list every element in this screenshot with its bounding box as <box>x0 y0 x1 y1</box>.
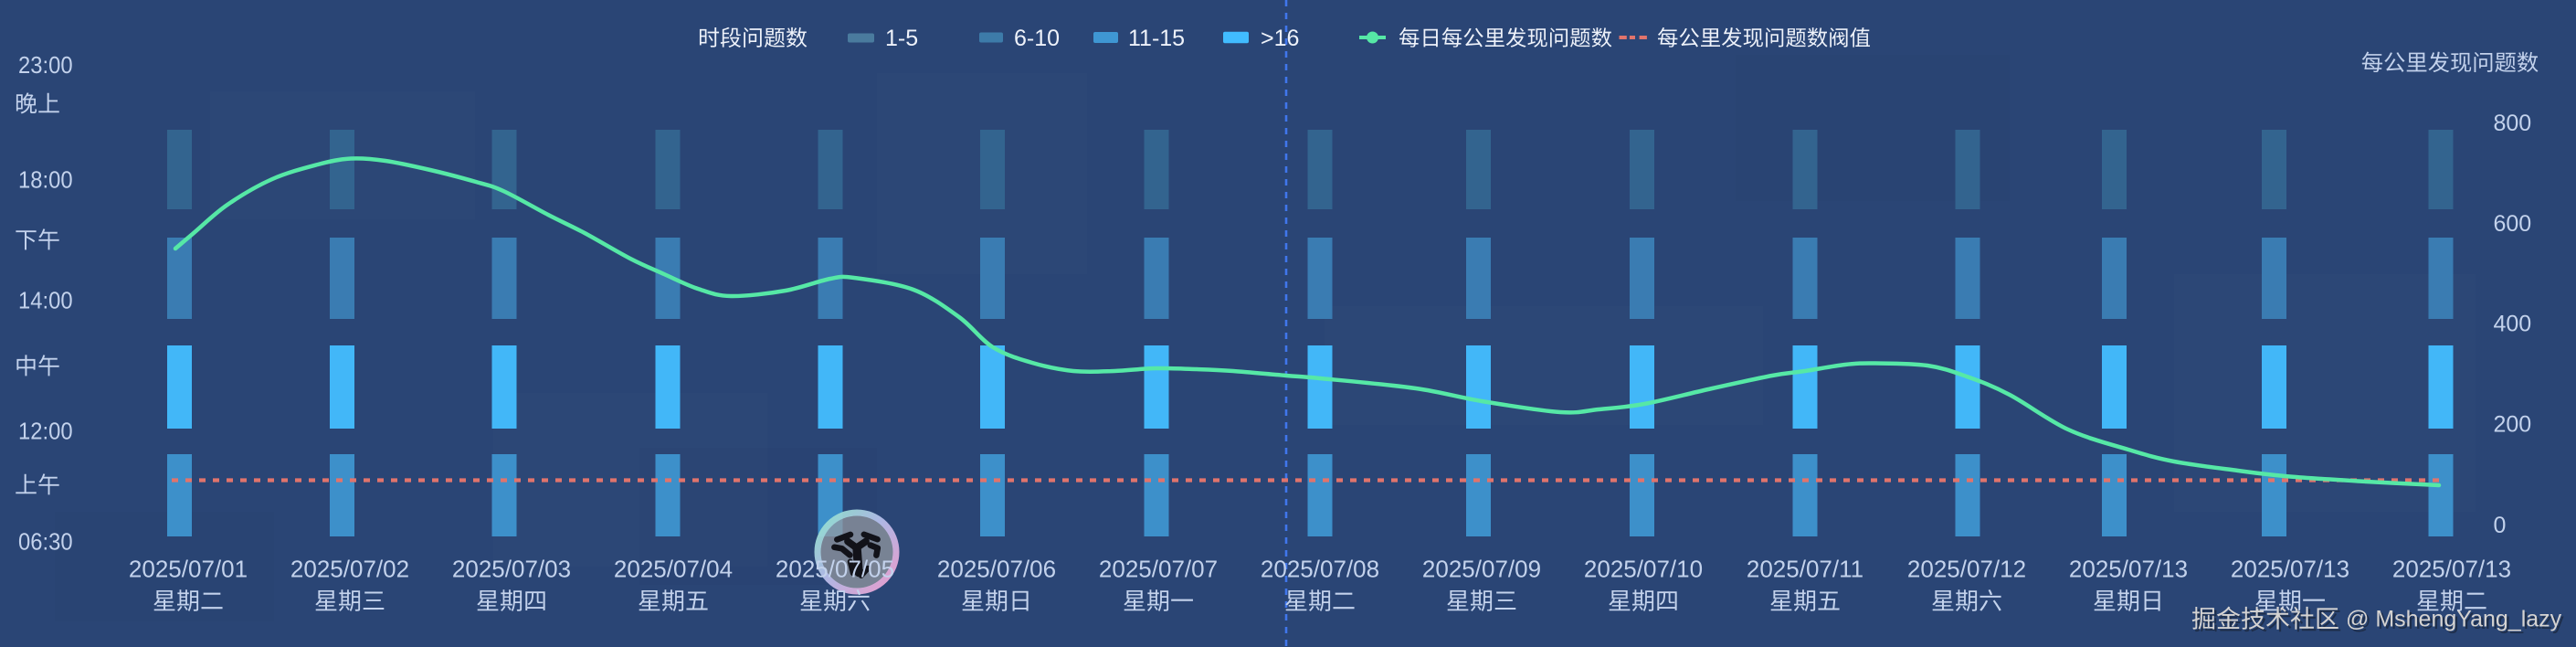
svg-text:0: 0 <box>2494 513 2507 538</box>
svg-text:>16: >16 <box>1261 26 1299 51</box>
svg-text:6-10: 6-10 <box>1014 26 1060 51</box>
svg-text:12:00: 12:00 <box>18 418 73 445</box>
svg-text:11-15: 11-15 <box>1128 26 1185 51</box>
svg-text:600: 600 <box>2494 211 2532 237</box>
svg-text:2025/07/09: 2025/07/09 <box>1422 556 1541 583</box>
svg-text:2025/07/07: 2025/07/07 <box>1099 556 1218 583</box>
svg-text:23:00: 23:00 <box>18 51 73 79</box>
svg-text:2025/07/03: 2025/07/03 <box>452 556 571 583</box>
svg-text:2025/07/13: 2025/07/13 <box>2392 556 2511 583</box>
svg-text:18:00: 18:00 <box>18 166 73 194</box>
svg-text:2025/07/11: 2025/07/11 <box>1747 556 1863 583</box>
svg-text:@ MshengYang_lazy: @ MshengYang_lazy <box>2346 607 2562 632</box>
svg-text:2025/07/04: 2025/07/04 <box>614 556 733 583</box>
svg-text:14:00: 14:00 <box>18 287 73 314</box>
svg-text:@ MshengYang_lazy: @ MshengYang_lazy <box>2349 609 2565 634</box>
svg-text:2025/07/02: 2025/07/02 <box>290 556 409 583</box>
svg-text:2025/07/05: 2025/07/05 <box>776 556 894 583</box>
svg-text:800: 800 <box>2494 111 2532 136</box>
svg-text:2025/07/01: 2025/07/01 <box>129 556 248 583</box>
svg-text:1-5: 1-5 <box>885 26 918 51</box>
svg-text:400: 400 <box>2494 312 2532 337</box>
svg-text:2025/07/10: 2025/07/10 <box>1584 556 1703 583</box>
svg-text:2025/07/13: 2025/07/13 <box>2231 556 2349 583</box>
svg-text:2025/07/08: 2025/07/08 <box>1261 556 1379 583</box>
svg-text:2025/07/13: 2025/07/13 <box>2069 556 2188 583</box>
svg-text:200: 200 <box>2494 411 2532 437</box>
svg-text:2025/07/06: 2025/07/06 <box>937 556 1056 583</box>
svg-text:06:30: 06:30 <box>18 528 73 556</box>
svg-text:2025/07/12: 2025/07/12 <box>1907 556 2026 583</box>
